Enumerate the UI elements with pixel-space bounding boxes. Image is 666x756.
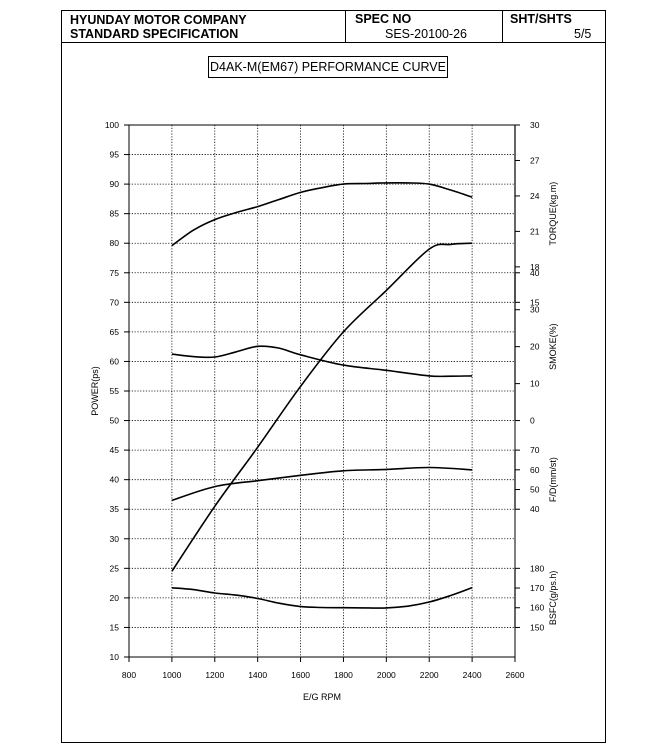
right-axis-label: TORQUE(kg.m) [548,182,558,246]
x-tick-label: 2400 [463,670,482,680]
left-tick-label: 95 [110,150,120,160]
left-tick-label: 55 [110,386,120,396]
series-line-fuel_delivery [171,466,473,502]
left-tick-label: 25 [110,563,120,573]
right-tick-label: 15 [530,297,540,307]
header-divider-sheet [502,10,503,43]
right-axis-label: SMOKE(%) [548,323,558,370]
series-line-power [171,242,473,572]
right-axis-label: BSFC(g/ps.h) [548,571,558,626]
x-tick-label: 2000 [377,670,396,680]
right-tick-label: 150 [530,622,544,632]
right-tick-label: 18 [530,262,540,272]
right-tick-label: 27 [530,155,540,165]
right-tick-label: 170 [530,583,544,593]
right-axis-label: F/D(mm/st) [548,457,558,502]
spec-no-label: SPEC NO [355,12,412,26]
chart-axes [124,124,520,662]
left-tick-label: 70 [110,297,120,307]
right-tick-label: 180 [530,563,544,573]
x-tick-label: 1400 [248,670,267,680]
spec-no-value: SES-20100-26 [385,27,468,41]
left-tick-label: 60 [110,356,120,366]
right-tick-label: 20 [530,342,540,352]
left-tick-label: 15 [110,622,120,632]
series-line-torque [171,181,473,247]
left-axis-label: POWER(ps) [90,366,100,416]
left-tick-label: 100 [105,120,119,130]
left-tick-label: 10 [110,652,120,662]
x-tick-label: 1200 [205,670,224,680]
left-tick-label: 75 [110,268,120,278]
left-tick-label: 80 [110,238,120,248]
sheet-value: 5/5 [574,27,592,41]
left-tick-label: 30 [110,534,120,544]
left-tick-label: 35 [110,504,120,514]
header-box [61,10,606,43]
left-tick-label: 20 [110,593,120,603]
right-tick-label: 30 [530,305,540,315]
right-tick-label: 40 [530,268,540,278]
left-tick-label: 85 [110,209,120,219]
company-name: HYUNDAY MOTOR COMPANY [70,13,247,27]
x-tick-label: 2200 [420,670,439,680]
series-line-smoke [171,345,473,378]
company-name-block: HYUNDAY MOTOR COMPANY STANDARD SPECIFICA… [70,13,247,41]
left-tick-label: 45 [110,445,120,455]
right-tick-label: 70 [530,445,540,455]
left-tick-label: 90 [110,179,120,189]
x-axis-label: E/G RPM [303,692,341,702]
sheet-label: SHT/SHTS [510,12,572,26]
header-divider-spec [345,10,346,43]
right-tick-label: 24 [530,191,540,201]
right-tick-label: 40 [530,504,540,514]
x-tick-label: 2600 [506,670,525,680]
left-tick-label: 50 [110,416,120,426]
right-tick-label: 60 [530,465,540,475]
chart-lines [171,181,473,609]
left-tick-label: 40 [110,475,120,485]
chart-title: D4AK-M(EM67) PERFORMANCE CURVE [208,56,448,78]
right-tick-label: 10 [530,379,540,389]
x-tick-label: 1000 [162,670,181,680]
right-tick-label: 160 [530,603,544,613]
chart-grid [129,125,515,657]
x-tick-label: 1600 [291,670,310,680]
chart-labels: 800 1000 1200 1400 1600 1800 2000 2200 2400 2600E… [90,120,558,702]
series-line-bsfc [171,586,473,609]
x-tick-label: 1800 [334,670,353,680]
right-tick-label: 50 [530,485,540,495]
right-tick-label: 30 [530,120,540,130]
x-tick-label: 800 [122,670,136,680]
right-tick-label: 0 [530,416,535,426]
document-frame [61,43,606,743]
left-tick-label: 65 [110,327,120,337]
spec-subtitle: STANDARD SPECIFICATION [70,27,239,41]
right-tick-label: 21 [530,226,540,236]
